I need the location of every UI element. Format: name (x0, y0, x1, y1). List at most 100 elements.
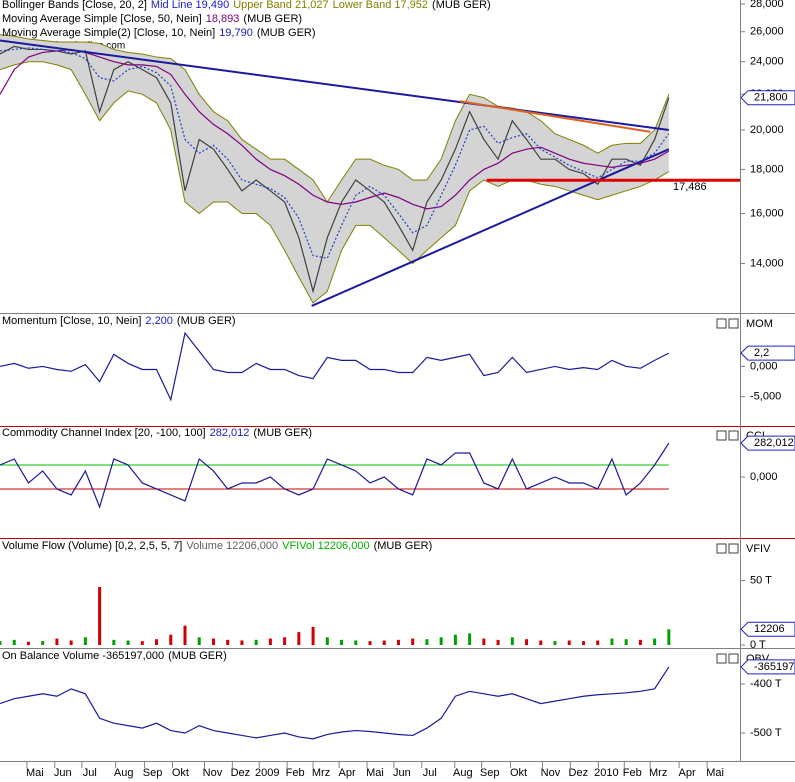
support-label: 17,486 (673, 181, 707, 193)
volume-bar (197, 637, 201, 645)
y-tick-label: -5,000 (750, 391, 781, 403)
volume-bar (525, 639, 529, 645)
legend-text: 19,790 (219, 27, 253, 39)
legend-text: (MUB GER) (177, 315, 236, 327)
volume-bar (425, 639, 429, 645)
y-tick-label: 18,000 (750, 163, 784, 175)
volume-bar (411, 638, 415, 645)
x-tick-label: Mai (366, 767, 384, 779)
volume-bar (638, 639, 642, 645)
volume-bar (453, 634, 457, 645)
volume-bar (283, 637, 287, 645)
x-tick-label: Dez (569, 767, 589, 779)
volume-bar (98, 587, 102, 645)
volume-bar (653, 638, 657, 645)
value-tag (740, 659, 795, 675)
x-tick-label: Apr (339, 767, 356, 779)
volume-bar (83, 637, 87, 645)
y-tick-label: 24,000 (750, 56, 784, 68)
volume-bar (610, 638, 614, 645)
x-tick-label: Apr (678, 767, 695, 779)
window-button (728, 653, 739, 664)
band-lower (0, 61, 670, 304)
volume-bar (226, 639, 230, 645)
value-tag (740, 345, 795, 361)
series-line (0, 47, 670, 259)
volume-bar (368, 641, 372, 645)
legend-text: Lower Band 17,952 (333, 0, 428, 11)
volume-bar (254, 639, 258, 645)
legend-text: (MUB GER) (257, 27, 316, 39)
y-tick-label: 14,000 (750, 257, 784, 269)
volume-bar (581, 641, 585, 645)
volume-bar (596, 640, 600, 645)
volume-bar (268, 638, 272, 645)
legend-text: 18,893 (206, 13, 240, 25)
volume-bar (624, 639, 628, 645)
trendline (0, 39, 669, 131)
volume-bar (126, 640, 130, 645)
value-tag-label: 21,800 (754, 92, 788, 104)
legend: Moving Average Simple [Close, 50, Nein] 1… (2, 13, 302, 25)
window-button (728, 430, 739, 441)
band-upper (0, 34, 670, 203)
legend: Bollinger Bands [Close, 20, 2] Mid Line 1… (2, 0, 491, 11)
value-tag (740, 90, 795, 106)
legend-text: Bollinger Bands [Close, 20, 2] (2, 0, 147, 11)
window-button (716, 653, 727, 664)
y-tick-label: 50 T (750, 574, 772, 586)
legend-text: Moving Average Simple [Close, 50, Nein] (2, 13, 202, 25)
x-tick-label: Okt (510, 767, 527, 779)
legend-text: Upper Band 21,027 (233, 0, 328, 11)
volume-bar (553, 641, 557, 645)
volume-bar (169, 634, 173, 645)
volume-bar (667, 629, 671, 645)
x-tick-label: 2009 (255, 767, 279, 779)
legend: Commodity Channel Index [20, -100, 100] 2… (2, 427, 312, 439)
y-tick-label: 16,000 (750, 207, 784, 219)
legend-text: Commodity Channel Index [20, -100, 100] (2, 427, 206, 439)
y-tick-label: 0,000 (750, 471, 778, 483)
legend-text: (MUB GER) (168, 650, 227, 662)
value-tag-label: 282,012 (754, 437, 794, 449)
volume-bar (26, 641, 30, 645)
volume-bar (439, 637, 443, 645)
volume-bar (0, 641, 2, 645)
x-tick-label: Dez (231, 767, 251, 779)
volume-bar (41, 641, 45, 645)
volume-bar (211, 638, 215, 645)
value-tag-label: 2,2 (754, 347, 769, 359)
series-line (0, 45, 670, 294)
y-tick-label: 28,000 (750, 0, 784, 10)
legend-text: Moving Average Simple(2) [Close, 10, Nei… (2, 27, 215, 39)
legend-text: (MUB GER) (253, 427, 312, 439)
volume-bar (567, 640, 571, 645)
legend: Volume Flow (Volume) [0,2, 2,5, 5, 7] Vol… (2, 540, 432, 552)
volume-bar (354, 640, 358, 645)
volume-bar (140, 641, 144, 645)
window-button (728, 543, 739, 554)
x-tick-label: Aug (114, 767, 134, 779)
legend-text: (MUB GER) (432, 0, 491, 11)
volume-bar (539, 640, 543, 645)
y-tick-label: -500 T (750, 727, 782, 739)
x-tick-label: Feb (286, 767, 305, 779)
x-tick-label: Jul (83, 767, 97, 779)
volume-bar (396, 639, 400, 645)
value-tag-label: 12206 (754, 623, 785, 635)
x-tick-label: Nov (541, 767, 561, 779)
legend: Moving Average Simple(2) [Close, 10, Nei… (2, 27, 316, 39)
value-tag (740, 621, 795, 637)
volume-bar (69, 640, 73, 645)
volume-bar (468, 633, 472, 645)
volume-bar (55, 638, 59, 645)
volume-bar (240, 640, 244, 645)
y-tick-label: 0 T (750, 639, 766, 651)
x-tick-label: Okt (172, 767, 189, 779)
window-button (716, 543, 727, 554)
x-tick-label: Aug (453, 767, 473, 779)
legend-text: (MUB GER) (243, 13, 302, 25)
window-button (728, 318, 739, 329)
